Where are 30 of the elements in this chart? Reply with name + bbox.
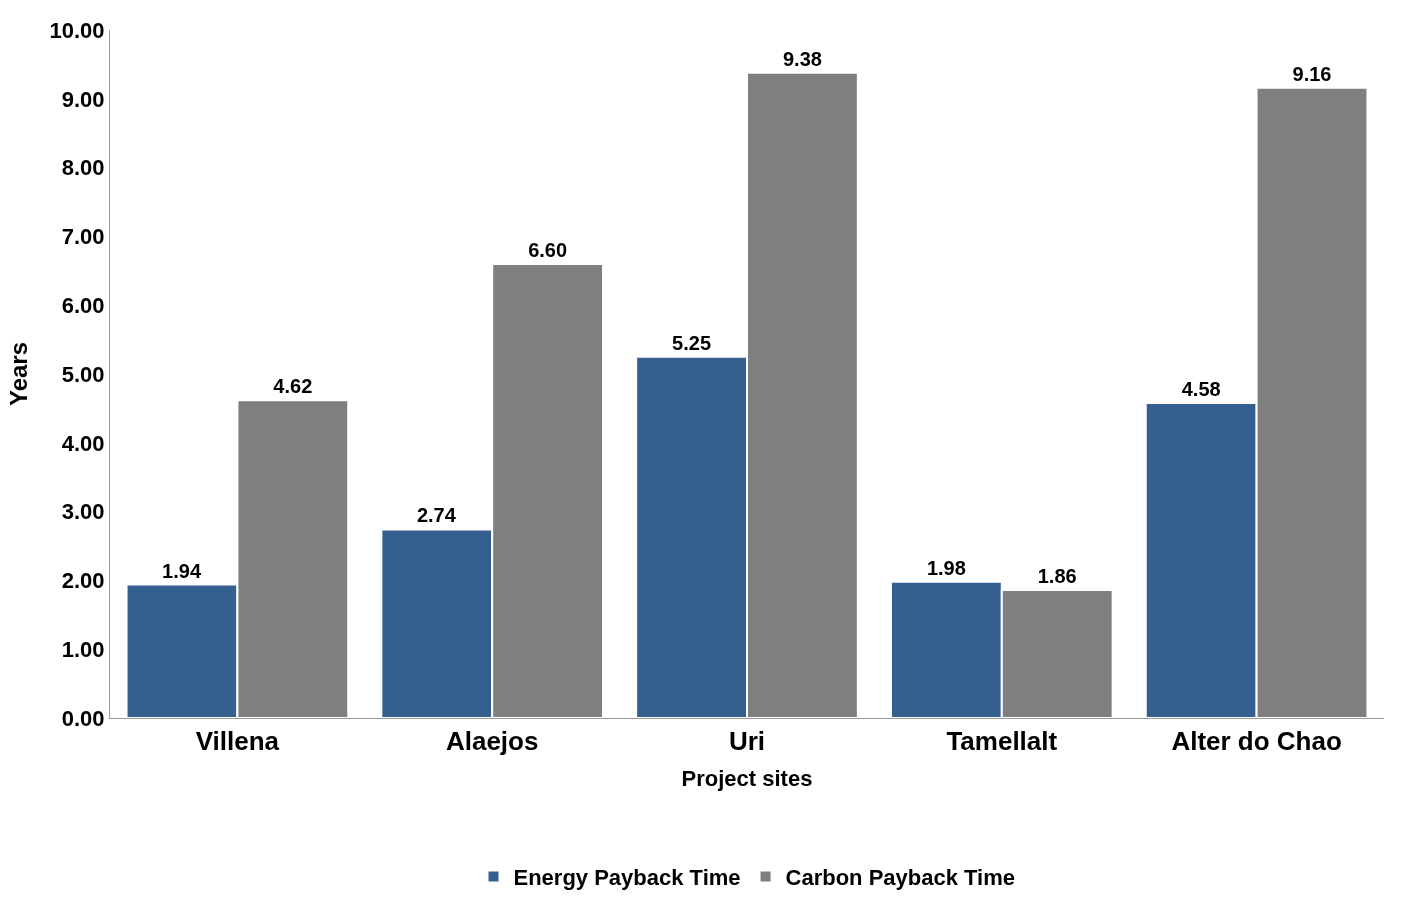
y-tick-label: 5.00 [61,361,105,387]
text: 4.58 [1181,377,1221,400]
text: 9.16 [1292,62,1332,85]
x-tick-label: Uri [728,726,766,757]
text: 1.86 [1037,565,1077,588]
legend-label: Carbon Payback Time [785,864,1016,890]
y-tick-label: 10.00 [49,17,105,43]
text: 6.60 [528,238,568,261]
text: 1.98 [926,556,966,579]
y-tick-label: 2.00 [61,568,105,594]
y-tick-label: 9.00 [61,86,105,112]
y-axis-title: Years [4,341,32,407]
x-tick-label: Villena [195,726,280,757]
x-tick-label: Alaejos [445,726,539,757]
y-tick-label: 0.00 [61,705,105,731]
y-tick-label: 6.00 [61,292,105,318]
y-tick-label: 3.00 [61,499,105,525]
y-tick-label: 8.00 [61,155,105,181]
y-tick-label: 7.00 [61,224,105,250]
x-tick-label: Tamellalt [946,726,1058,757]
legend-label: Energy Payback Time [513,864,741,890]
text: 2.74 [416,504,456,527]
text: 9.38 [782,47,822,70]
text: 4.62 [273,375,313,398]
text: 5.25 [672,331,712,354]
y-tick-label: 4.00 [61,430,105,456]
x-tick-label: Alter do Chao [1171,726,1342,757]
y-tick-label: 1.00 [61,636,105,662]
text: 1.94 [162,559,202,582]
x-axis-title: Project sites [681,766,813,792]
